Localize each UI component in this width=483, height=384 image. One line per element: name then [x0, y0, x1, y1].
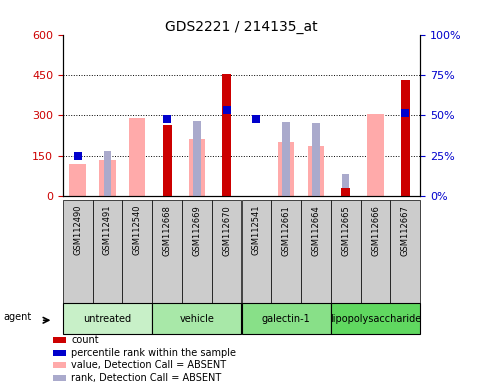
Bar: [301, 200, 331, 303]
Bar: [63, 303, 152, 334]
Title: GDS2221 / 214135_at: GDS2221 / 214135_at: [165, 20, 318, 33]
Text: value, Detection Call = ABSENT: value, Detection Call = ABSENT: [71, 360, 227, 370]
Bar: [308, 146, 324, 196]
Point: [253, 116, 260, 122]
Bar: [342, 174, 350, 196]
Bar: [242, 303, 331, 334]
Bar: [331, 200, 361, 303]
Bar: [242, 200, 271, 303]
Text: galectin-1: galectin-1: [262, 314, 311, 324]
Text: GSM112661: GSM112661: [282, 205, 291, 256]
Bar: [368, 114, 384, 196]
Text: count: count: [71, 335, 99, 345]
Text: GSM112664: GSM112664: [312, 205, 320, 256]
Bar: [341, 188, 350, 196]
Text: percentile rank within the sample: percentile rank within the sample: [71, 348, 237, 358]
Bar: [99, 160, 115, 196]
Bar: [122, 200, 152, 303]
Text: GSM112666: GSM112666: [371, 205, 380, 256]
Bar: [331, 303, 420, 334]
Text: GSM112670: GSM112670: [222, 205, 231, 256]
Text: GSM112668: GSM112668: [163, 205, 171, 256]
Text: GSM112541: GSM112541: [252, 205, 261, 255]
Bar: [222, 74, 231, 196]
Text: agent: agent: [3, 312, 31, 322]
Text: GSM112491: GSM112491: [103, 205, 112, 255]
Text: GSM112669: GSM112669: [192, 205, 201, 256]
Text: GSM112540: GSM112540: [133, 205, 142, 255]
Bar: [93, 200, 122, 303]
Point: [223, 107, 230, 113]
Bar: [182, 200, 212, 303]
Bar: [104, 152, 111, 196]
Bar: [163, 124, 171, 196]
Text: GSM112665: GSM112665: [341, 205, 350, 256]
Bar: [53, 362, 66, 368]
Text: GSM112667: GSM112667: [401, 205, 410, 256]
Bar: [312, 123, 320, 196]
Bar: [152, 200, 182, 303]
Text: untreated: untreated: [84, 314, 131, 324]
Bar: [152, 303, 242, 334]
Bar: [271, 200, 301, 303]
Point: [163, 116, 171, 122]
Bar: [53, 375, 66, 381]
Point: [401, 109, 409, 116]
Bar: [193, 121, 200, 196]
Text: GSM112490: GSM112490: [73, 205, 82, 255]
Text: rank, Detection Call = ABSENT: rank, Detection Call = ABSENT: [71, 373, 222, 383]
Bar: [189, 139, 205, 196]
Text: lipopolysaccharide: lipopolysaccharide: [330, 314, 421, 324]
Bar: [390, 200, 420, 303]
Bar: [361, 200, 390, 303]
Bar: [53, 350, 66, 356]
Bar: [278, 142, 294, 196]
Bar: [212, 200, 242, 303]
Bar: [70, 164, 86, 196]
Bar: [63, 200, 93, 303]
Text: vehicle: vehicle: [179, 314, 214, 324]
Point: [74, 153, 82, 159]
Bar: [401, 80, 410, 196]
Bar: [129, 118, 145, 196]
Bar: [53, 337, 66, 343]
Bar: [283, 122, 290, 196]
